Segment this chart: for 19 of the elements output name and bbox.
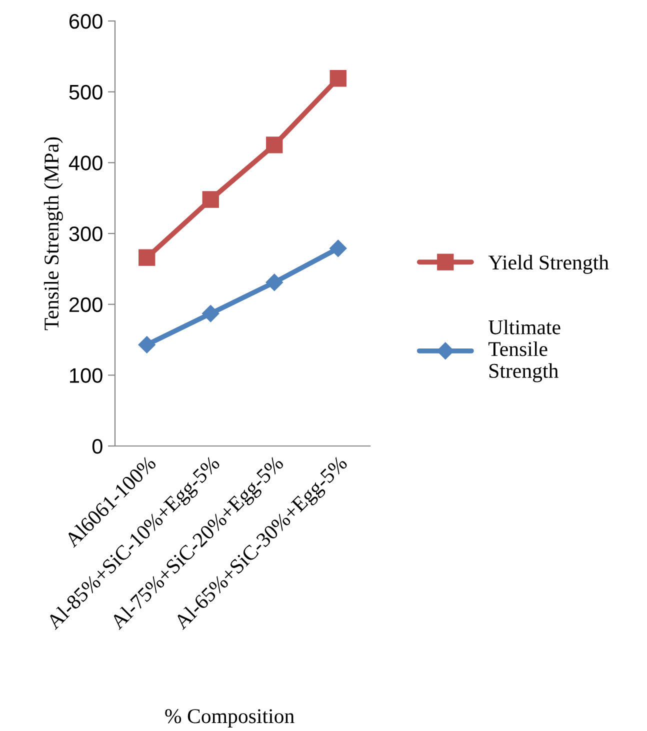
point bbox=[330, 240, 347, 257]
x-axis-title: % Composition bbox=[165, 709, 294, 728]
y-tick-label: 600 bbox=[69, 14, 102, 29]
point bbox=[266, 136, 283, 154]
y-tick-label: 500 bbox=[69, 84, 102, 100]
legend-label: Ultimate Tensile Strength bbox=[488, 320, 560, 382]
y-tick-label: 200 bbox=[69, 297, 102, 312]
point bbox=[138, 249, 156, 266]
point bbox=[138, 336, 156, 354]
point bbox=[202, 304, 220, 322]
point bbox=[202, 191, 219, 208]
point bbox=[330, 70, 346, 87]
y-tick-label: 0 bbox=[92, 439, 102, 454]
y-tick-label: 400 bbox=[68, 156, 102, 170]
point bbox=[266, 274, 283, 291]
legend-label: Yield Strength bbox=[488, 254, 609, 274]
y-tick-label: 100 bbox=[70, 368, 102, 383]
y-axis-title: Tensile Strength (MPa) bbox=[44, 137, 63, 330]
y-tick-label: 300 bbox=[69, 226, 102, 242]
